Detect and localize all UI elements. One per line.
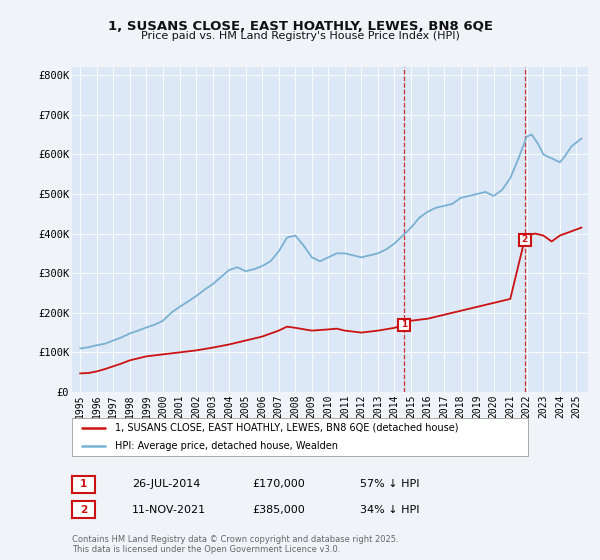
Text: 1: 1 — [401, 320, 407, 329]
Text: Contains HM Land Registry data © Crown copyright and database right 2025.
This d: Contains HM Land Registry data © Crown c… — [72, 535, 398, 554]
Text: 11-NOV-2021: 11-NOV-2021 — [132, 505, 206, 515]
Text: £385,000: £385,000 — [252, 505, 305, 515]
Text: 34% ↓ HPI: 34% ↓ HPI — [360, 505, 419, 515]
Text: 1: 1 — [80, 479, 87, 489]
Text: Price paid vs. HM Land Registry's House Price Index (HPI): Price paid vs. HM Land Registry's House … — [140, 31, 460, 41]
Text: 2: 2 — [521, 235, 528, 244]
Text: 1, SUSANS CLOSE, EAST HOATHLY, LEWES, BN8 6QE: 1, SUSANS CLOSE, EAST HOATHLY, LEWES, BN… — [107, 20, 493, 32]
Text: 57% ↓ HPI: 57% ↓ HPI — [360, 479, 419, 489]
Text: 1, SUSANS CLOSE, EAST HOATHLY, LEWES, BN8 6QE (detached house): 1, SUSANS CLOSE, EAST HOATHLY, LEWES, BN… — [115, 423, 459, 433]
Text: 26-JUL-2014: 26-JUL-2014 — [132, 479, 200, 489]
Text: 2: 2 — [80, 505, 87, 515]
Text: £170,000: £170,000 — [252, 479, 305, 489]
Text: HPI: Average price, detached house, Wealden: HPI: Average price, detached house, Weal… — [115, 441, 338, 451]
